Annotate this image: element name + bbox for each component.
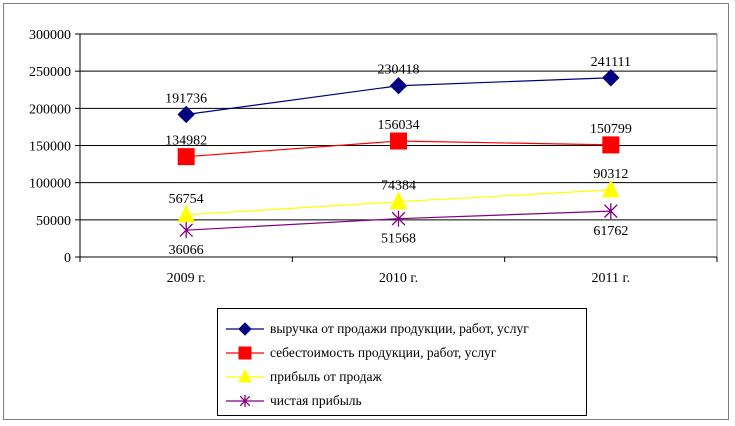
- legend-item: выручка от продажи продукции, работ, усл…: [218, 317, 586, 341]
- y-tick-label: 300000: [29, 28, 71, 43]
- data-point: [602, 136, 620, 154]
- data-label: 61762: [593, 224, 628, 239]
- chart-legend: выручка от продажи продукции, работ, усл…: [217, 308, 587, 416]
- y-tick-label: 150000: [29, 140, 71, 155]
- data-point: [239, 395, 251, 407]
- data-label: 150799: [590, 122, 632, 137]
- data-point: [603, 203, 618, 220]
- y-tick-label: 250000: [29, 65, 71, 80]
- y-tick-label: 200000: [29, 102, 71, 117]
- legend-label: выручка от продажи продукции, работ, усл…: [270, 321, 529, 336]
- data-label: 191736: [165, 91, 207, 106]
- data-label: 90312: [593, 167, 628, 182]
- legend-label: прибыль от продаж: [270, 369, 382, 384]
- data-label: 74384: [381, 179, 416, 194]
- data-point: [390, 132, 407, 150]
- y-tick-label: 0: [64, 251, 71, 266]
- legend-swatch: [226, 395, 264, 407]
- data-point: [391, 210, 406, 227]
- data-label: 36066: [169, 243, 204, 258]
- x-tick-label: 2009 г.: [167, 271, 206, 286]
- y-tick-label: 50000: [36, 214, 71, 229]
- legend-item: прибыль от продаж: [218, 365, 586, 389]
- data-point: [238, 322, 252, 336]
- data-label: 230418: [378, 63, 420, 78]
- x-tick-label: 2010 г.: [379, 271, 418, 286]
- legend-item: себестоимость продукции, работ, услуг: [218, 341, 586, 365]
- data-label: 51568: [381, 232, 416, 247]
- data-label: 134982: [165, 134, 207, 149]
- data-point: [177, 148, 195, 166]
- data-label: 156034: [378, 118, 420, 133]
- legend-label: себестоимость продукции, работ, услуг: [270, 345, 497, 360]
- data-point: [389, 191, 408, 210]
- data-point: [238, 346, 252, 360]
- legend-item: чистая прибыль: [218, 389, 586, 413]
- data-point: [177, 204, 195, 223]
- legend-swatch: [226, 346, 264, 360]
- y-tick-label: 100000: [29, 177, 71, 192]
- x-tick-label: 2011 г.: [592, 271, 631, 286]
- data-point: [179, 222, 194, 239]
- chart-area: 0 50000 100000 150000 200000 250000 300000 200…: [3, 3, 729, 420]
- data-label: 241111: [591, 55, 631, 70]
- data-point: [389, 77, 408, 95]
- line-chart: 0 50000 100000 150000 200000 250000 300000 200…: [29, 28, 718, 286]
- data-point: [602, 179, 620, 198]
- legend-swatch: [226, 368, 264, 383]
- legend-label: чистая прибыль: [270, 393, 362, 408]
- data-label: 56754: [169, 192, 204, 207]
- legend-swatch: [226, 322, 264, 336]
- data-point: [177, 105, 195, 124]
- data-point: [602, 69, 620, 87]
- data-point: [238, 368, 252, 383]
